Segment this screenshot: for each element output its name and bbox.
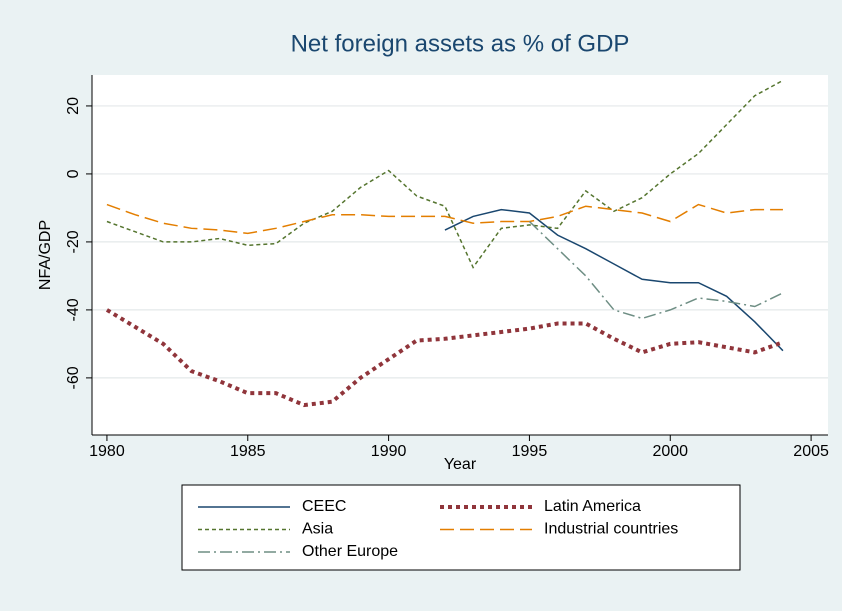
series-line [106,203,783,235]
x-tick-label: 2000 [652,443,688,460]
x-tick-label: 1980 [89,443,125,460]
x-tick-label: 1985 [230,443,266,460]
legend-box [181,484,741,571]
legend-label: CEEC [302,498,346,515]
legend-label: Industrial countries [544,521,678,538]
y-tick-label: -60 [65,366,82,389]
legend-label: Latin America [544,498,641,515]
x-tick-label: 2005 [793,443,829,460]
chart-title: Net foreign assets as % of GDP [291,30,630,57]
y-tick-label: 20 [65,97,82,115]
y-axis-label: NFA/GDP [37,220,54,290]
series-line [105,308,784,408]
x-axis-label: Year [444,456,477,473]
plot-area [92,75,828,435]
series-line [444,208,784,352]
legend-label: Asia [302,521,333,538]
y-tick-label: -40 [65,298,82,321]
y-tick-label: -20 [65,230,82,253]
x-tick-label: 1990 [371,443,407,460]
y-tick-label: 0 [65,169,82,178]
legend-label: Other Europe [302,543,398,560]
x-tick-label: 1995 [512,443,548,460]
